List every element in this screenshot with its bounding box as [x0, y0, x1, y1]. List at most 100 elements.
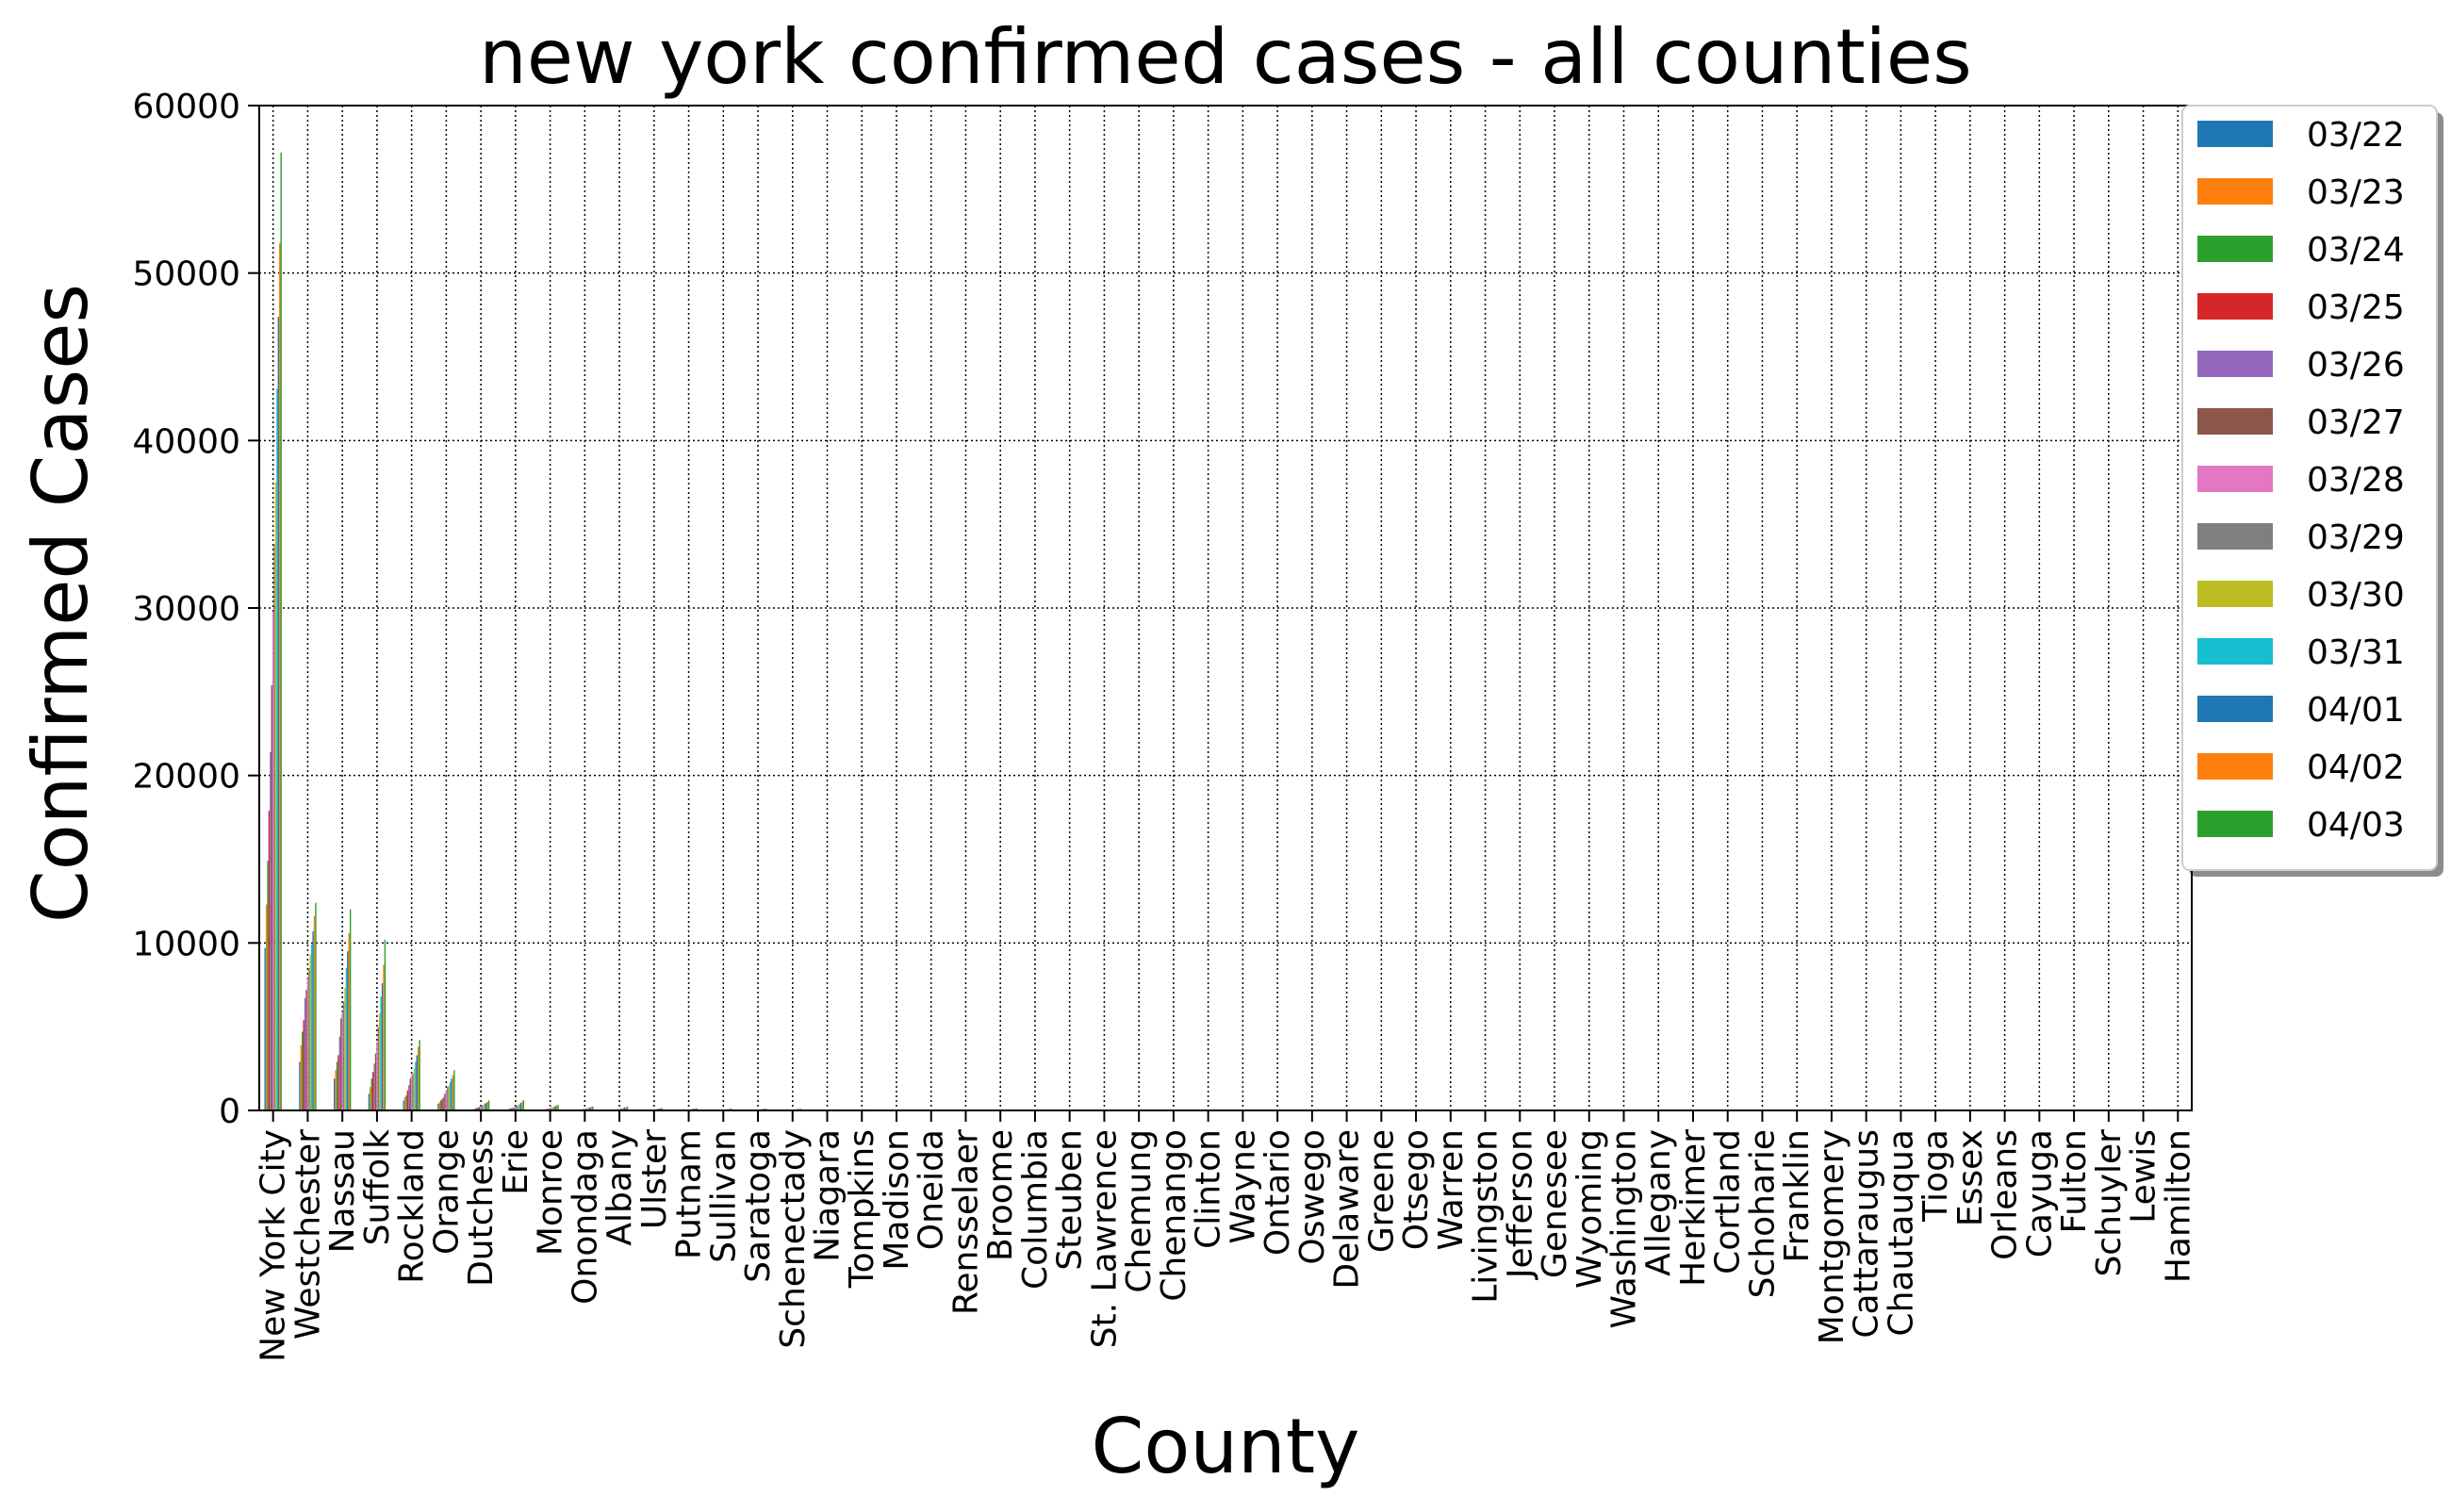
bar-03-29-5 — [447, 1087, 448, 1110]
x-tick-label: Rockland — [393, 1129, 432, 1284]
bar-04-01-5 — [451, 1078, 452, 1110]
x-tick-label: Livingston — [1467, 1129, 1505, 1304]
legend-entry-label: 04/03 — [2307, 806, 2405, 845]
bar-03-25-3 — [372, 1072, 373, 1110]
bar-03-30-5 — [449, 1085, 450, 1110]
x-tick-label: Wyoming — [1571, 1129, 1609, 1289]
bar-03-22-2 — [334, 1078, 335, 1110]
x-tick-label: Nassau — [323, 1129, 362, 1253]
bar-04-01-0 — [278, 317, 279, 1110]
bar-03-23-0 — [266, 904, 267, 1110]
x-tick-label: Madison — [878, 1129, 916, 1271]
x-tick-label: Sullivan — [704, 1129, 743, 1263]
bar-03-28-1 — [307, 978, 308, 1110]
legend-swatch — [2197, 466, 2273, 492]
bar-03-25-1 — [303, 1020, 304, 1110]
bar-04-02-3 — [383, 964, 384, 1110]
legend-swatch — [2197, 293, 2273, 320]
bar-03-25-0 — [269, 811, 270, 1110]
bar-03-29-1 — [308, 968, 309, 1110]
x-tick-label: New York City — [255, 1129, 293, 1362]
x-tick-label: Herkimer — [1674, 1129, 1713, 1287]
x-tick-label: Chenango — [1155, 1129, 1193, 1302]
legend-swatch — [2197, 236, 2273, 262]
bar-03-26-2 — [339, 1037, 340, 1110]
bar-04-02-7 — [521, 1102, 522, 1110]
legend-swatch — [2197, 408, 2273, 435]
bar-03-30-0 — [275, 483, 276, 1110]
bar-03-31-7 — [518, 1104, 519, 1110]
bar-03-26-5 — [443, 1097, 444, 1110]
bar-03-28-2 — [341, 1011, 342, 1110]
bar-03-24-3 — [371, 1078, 372, 1110]
x-axis-label: County — [1092, 1403, 1360, 1490]
bar-04-03-5 — [453, 1070, 454, 1110]
x-tick-label: Suffolk — [358, 1129, 397, 1245]
bar-03-27-1 — [305, 990, 306, 1110]
bar-03-23-4 — [404, 1097, 405, 1110]
bar-03-24-5 — [440, 1100, 441, 1110]
legend: 03/2203/2303/2403/2503/2603/2703/2803/29… — [2182, 106, 2443, 877]
x-tick-label: Chemung — [1120, 1129, 1159, 1293]
bar-03-22-0 — [265, 948, 266, 1110]
x-tick-label: Westchester — [288, 1129, 327, 1339]
bar-03-25-2 — [337, 1055, 338, 1110]
x-tick-label: Monroe — [532, 1129, 570, 1256]
bar-04-02-5 — [452, 1076, 453, 1110]
bar-04-02-6 — [486, 1102, 487, 1110]
y-tick-label: 60000 — [132, 88, 240, 126]
bar-03-24-1 — [302, 1031, 303, 1110]
legend-swatch — [2197, 351, 2273, 377]
x-tick-label: Allegany — [1639, 1129, 1678, 1276]
bar-03-30-4 — [414, 1069, 415, 1110]
x-tick-label: Franklin — [1778, 1129, 1817, 1262]
legend-entry-label: 03/22 — [2307, 116, 2405, 155]
x-tick-label: Clinton — [1190, 1129, 1228, 1249]
legend-entry-label: 03/31 — [2307, 633, 2405, 672]
bar-04-02-4 — [418, 1046, 419, 1110]
y-tick-label: 10000 — [132, 925, 240, 963]
bar-03-28-3 — [376, 1042, 377, 1110]
x-tick-label: Putnam — [670, 1129, 709, 1259]
x-tick-label: Onondaga — [566, 1129, 604, 1305]
x-tick-label: Broome — [981, 1129, 1020, 1261]
y-axis-label: Confirmed Cases — [17, 284, 105, 923]
legend-entry-label: 03/26 — [2307, 346, 2405, 385]
x-tick-label: Steuben — [1051, 1129, 1090, 1271]
y-tick-label: 40000 — [132, 422, 240, 461]
x-tick-label: Genesee — [1536, 1129, 1574, 1278]
x-tick-label: Essex — [1951, 1129, 1990, 1226]
x-tick-label: Cattaraugus — [1848, 1129, 1886, 1339]
x-tick-label: Dutchess — [462, 1129, 501, 1287]
x-tick-label: Schuyler — [2090, 1129, 2129, 1277]
bar-03-30-2 — [344, 988, 345, 1110]
legend-entry-label: 04/01 — [2307, 691, 2405, 730]
bar-03-29-2 — [343, 1002, 344, 1110]
bar-03-23-2 — [335, 1070, 336, 1110]
bar-03-30-1 — [310, 955, 311, 1110]
legend-entry-label: 03/29 — [2307, 518, 2405, 557]
x-tick-label: Tompkins — [843, 1129, 881, 1289]
bar-03-22-1 — [299, 1061, 300, 1110]
x-tick-label: Ontario — [1258, 1129, 1297, 1256]
x-tick-label: Chautauqua — [1882, 1129, 1920, 1337]
bar-03-27-0 — [271, 685, 272, 1110]
legend-swatch — [2197, 638, 2273, 665]
legend-swatch — [2197, 523, 2273, 550]
x-tick-label: Warren — [1432, 1129, 1471, 1251]
bar-04-02-0 — [279, 243, 280, 1110]
bar-03-29-4 — [412, 1074, 413, 1110]
bar-04-02-1 — [314, 916, 315, 1110]
bar-03-23-1 — [301, 1045, 302, 1110]
x-tick-label: Ulster — [635, 1129, 674, 1229]
bar-04-03-0 — [280, 153, 281, 1110]
x-tick-label: Erie — [497, 1129, 535, 1195]
x-tick-label: Greene — [1362, 1129, 1401, 1253]
x-tick-label: Orange — [427, 1129, 466, 1255]
x-tick-label: Orleans — [1986, 1129, 2025, 1260]
bar-03-27-3 — [375, 1054, 376, 1110]
x-tick-label: Delaware — [1328, 1129, 1367, 1290]
